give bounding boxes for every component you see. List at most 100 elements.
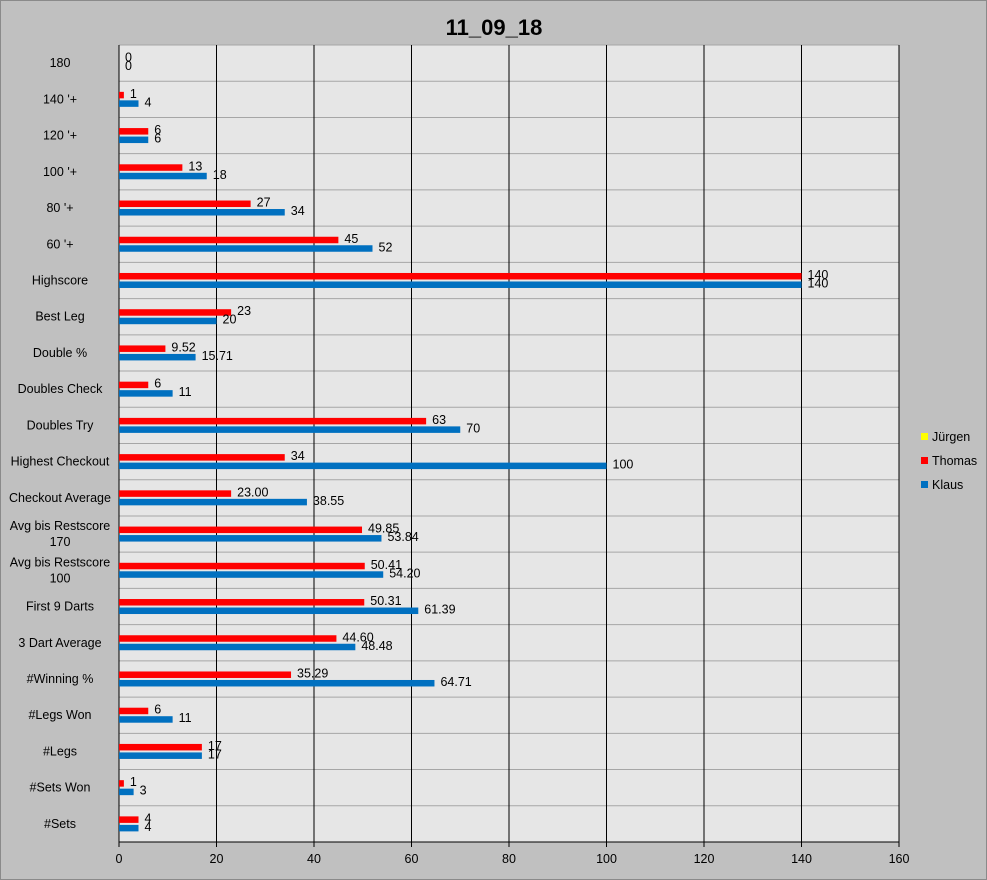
data-label-thomas: 6 bbox=[154, 703, 161, 717]
bar-klaus bbox=[119, 498, 307, 506]
legend-label-1: Thomas bbox=[932, 454, 977, 468]
data-label-thomas: 6 bbox=[154, 123, 161, 137]
bar-thomas bbox=[119, 743, 202, 751]
data-label-klaus: 4 bbox=[145, 95, 152, 109]
legend-label-2: Klaus bbox=[932, 478, 963, 492]
category-label: Checkout Average bbox=[9, 491, 111, 505]
data-label-thomas: 6 bbox=[154, 377, 161, 391]
data-label-klaus: 0 bbox=[125, 59, 132, 73]
data-label-klaus: 54.20 bbox=[389, 566, 420, 580]
data-label-klaus: 15.71 bbox=[202, 349, 233, 363]
bar-klaus bbox=[119, 716, 173, 723]
category-label: Highest Checkout bbox=[11, 455, 110, 469]
bar-klaus bbox=[119, 752, 202, 759]
bar-thomas bbox=[119, 526, 363, 534]
data-label-klaus: 48.48 bbox=[361, 639, 392, 653]
data-label-thomas: 4 bbox=[145, 811, 152, 825]
bar-klaus bbox=[119, 245, 373, 252]
category-label: #Winning % bbox=[27, 672, 94, 686]
data-label-thomas: 1 bbox=[130, 775, 137, 789]
data-label-thomas: 35.29 bbox=[297, 666, 328, 680]
category-label: Doubles Try bbox=[27, 418, 94, 432]
bar-thomas bbox=[119, 272, 802, 280]
bar-klaus bbox=[119, 571, 384, 578]
data-label-thomas: 9.52 bbox=[171, 340, 195, 354]
bar-klaus bbox=[119, 824, 139, 832]
bar-klaus bbox=[119, 317, 217, 325]
data-label-klaus: 34 bbox=[291, 204, 305, 218]
category-label: 3 Dart Average bbox=[18, 636, 101, 650]
data-label-klaus: 6 bbox=[154, 132, 161, 146]
x-tick-label: 80 bbox=[502, 852, 516, 866]
x-tick-label: 60 bbox=[405, 852, 419, 866]
bar-thomas bbox=[119, 599, 365, 606]
data-label-thomas: 140 bbox=[808, 268, 829, 282]
bar-thomas bbox=[119, 381, 149, 389]
category-label: Avg bis Restscore 100 bbox=[10, 555, 111, 585]
legend-swatch-1 bbox=[921, 457, 928, 464]
legend-swatch-2 bbox=[921, 481, 928, 488]
data-label-klaus: 18 bbox=[213, 168, 227, 182]
category-label: 120 '+ bbox=[43, 129, 77, 143]
data-label-thomas: 63 bbox=[432, 413, 446, 427]
data-label-klaus: 11 bbox=[179, 385, 192, 399]
bar-thomas bbox=[119, 200, 251, 208]
bar-klaus bbox=[119, 281, 802, 288]
category-label: 80 '+ bbox=[46, 201, 73, 215]
data-label-klaus: 100 bbox=[613, 458, 634, 472]
category-label: #Sets bbox=[44, 817, 76, 831]
bar-klaus bbox=[119, 390, 173, 397]
bar-thomas bbox=[119, 128, 149, 135]
data-label-thomas: 45 bbox=[344, 232, 358, 246]
bar-thomas bbox=[119, 345, 166, 352]
category-label: 180 bbox=[50, 56, 71, 70]
category-label: 60 '+ bbox=[46, 237, 73, 251]
chart-title: 11_09_18 bbox=[446, 15, 543, 40]
data-label-thomas: 0 bbox=[125, 51, 132, 65]
data-label-klaus: 38.55 bbox=[313, 494, 344, 508]
bar-thomas bbox=[119, 816, 139, 823]
bar-thomas bbox=[119, 780, 124, 787]
bar-klaus bbox=[119, 136, 149, 144]
data-label-klaus: 70 bbox=[466, 421, 480, 435]
data-label-thomas: 13 bbox=[188, 159, 202, 173]
category-label: Avg bis Restscore 170 bbox=[10, 519, 111, 549]
bar-klaus bbox=[119, 100, 139, 107]
bar-thomas bbox=[119, 707, 149, 715]
data-label-klaus: 64.71 bbox=[440, 675, 471, 689]
data-label-klaus: 53.84 bbox=[387, 530, 418, 544]
x-tick-label: 40 bbox=[307, 852, 321, 866]
data-label-thomas: 27 bbox=[257, 196, 271, 210]
category-label: Double % bbox=[33, 346, 87, 360]
bar-thomas bbox=[119, 236, 339, 244]
data-label-klaus: 3 bbox=[140, 784, 147, 798]
data-label-thomas: 50.31 bbox=[370, 594, 401, 608]
category-label: #Legs Won bbox=[28, 708, 91, 722]
bar-thomas bbox=[119, 417, 427, 425]
data-label-klaus: 61.39 bbox=[424, 603, 455, 617]
bar-klaus bbox=[119, 679, 435, 687]
bar-klaus bbox=[119, 607, 419, 615]
x-tick-label: 0 bbox=[116, 852, 123, 866]
legend: Jürgen Thomas Klaus bbox=[921, 430, 977, 492]
x-tick-label: 20 bbox=[210, 852, 224, 866]
data-label-klaus: 140 bbox=[808, 276, 829, 290]
bar-thomas bbox=[119, 91, 124, 99]
category-label: Highscore bbox=[32, 273, 88, 287]
bar-klaus bbox=[119, 209, 285, 216]
data-label-thomas: 1 bbox=[130, 87, 137, 101]
bar-klaus bbox=[119, 462, 607, 470]
data-label-thomas: 17 bbox=[208, 739, 222, 753]
data-label-thomas: 23 bbox=[237, 304, 251, 318]
data-label-thomas: 50.41 bbox=[371, 558, 402, 572]
data-label-thomas: 23.00 bbox=[237, 485, 268, 499]
data-label-klaus: 20 bbox=[223, 313, 237, 327]
category-label: Best Leg bbox=[35, 310, 84, 324]
category-label: First 9 Darts bbox=[26, 600, 94, 614]
category-label: Doubles Check bbox=[18, 382, 104, 396]
bar-klaus bbox=[119, 788, 134, 796]
category-label: 140 '+ bbox=[43, 92, 77, 106]
